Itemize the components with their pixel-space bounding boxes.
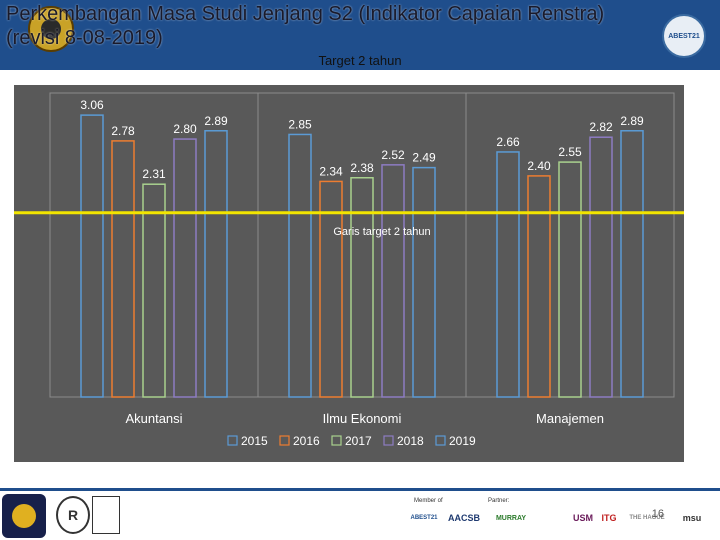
slide-header: Perkembangan Masa Studi Jenjang S2 (Indi… (0, 0, 720, 70)
footer-divider (0, 488, 720, 491)
legend-entry: 2016 (293, 434, 320, 448)
target-line-label: Garis target 2 tahun (333, 226, 430, 238)
member-label: Member of (414, 498, 443, 504)
bar-2015-akuntansi (80, 114, 104, 398)
abest21-badge-icon: ABEST21 (662, 14, 706, 58)
bar-2016-manajemen (527, 175, 551, 398)
category-label: Akuntansi (125, 411, 182, 426)
bar-2017-ilmu-ekonomi (350, 177, 374, 398)
legend-swatch (383, 435, 394, 446)
bar-2017-akuntansi (142, 183, 166, 398)
bar-2015-manajemen (496, 151, 520, 398)
bar-2017-manajemen (558, 161, 582, 398)
legend-swatch (435, 435, 446, 446)
slide-footer: R Member of Partner: ABEST21 AACSB MURRA… (0, 488, 720, 540)
legend-entry: 2015 (241, 434, 268, 448)
ub-logo-icon (2, 494, 46, 538)
partner-logo-abest21: ABEST21 (410, 515, 438, 521)
partner-label: Partner: (488, 498, 510, 504)
data-label: 2.49 (412, 151, 436, 165)
partner-logo-itg: ITG (601, 513, 617, 523)
bar-2019-manajemen (620, 130, 644, 398)
bar-2018-manajemen (589, 136, 613, 398)
slide-title: Perkembangan Masa Studi Jenjang S2 (Indi… (6, 3, 605, 49)
category-label: Manajemen (536, 411, 604, 426)
bar-2019-ilmu-ekonomi (412, 166, 436, 398)
legend-swatch (331, 435, 342, 446)
legend-swatch (227, 435, 238, 446)
partner-logo-the-hague: THE HAGUE (629, 515, 665, 521)
data-label: 3.06 (80, 98, 104, 112)
university-seal-icon (28, 6, 74, 52)
data-label: 2.34 (319, 164, 343, 178)
bar-2016-akuntansi (111, 140, 135, 398)
data-label: 2.82 (589, 120, 613, 134)
data-label: 2.38 (350, 161, 374, 175)
bar-2019-akuntansi (204, 130, 228, 398)
partner-logo-msu: msu (682, 513, 702, 523)
partner-logo-usm: USM (573, 513, 593, 523)
partner-logo-murray: MURRAY (495, 514, 527, 522)
data-label: 2.40 (527, 159, 551, 173)
bar-2018-ilmu-ekonomi (381, 164, 405, 398)
legend-entry: 2019 (449, 434, 476, 448)
data-label: 2.55 (558, 145, 582, 159)
partner-logo-aacsb: AACSB (447, 513, 480, 523)
bar-2015-ilmu-ekonomi (288, 133, 312, 398)
legend-entry: 2018 (397, 434, 424, 448)
data-label: 2.80 (173, 122, 197, 136)
data-label: 2.85 (288, 117, 312, 131)
data-label: 2.66 (496, 135, 520, 149)
chart-area: 3.06 2.78 2.31 2.80 2.89 Akuntansi 2.85 2.34 2.3… (14, 85, 684, 462)
bar-chart: 3.06 2.78 2.31 2.80 2.89 Akuntansi 2.85 2.34 2.3… (14, 92, 684, 448)
data-label: 2.89 (204, 114, 228, 128)
slide-subtitle: Target 2 tahun (318, 53, 402, 68)
bar-2016-ilmu-ekonomi (319, 180, 343, 398)
iso-certification-icon: R (56, 496, 90, 534)
legend-entry: 2017 (345, 434, 372, 448)
ukas-certificate-icon (92, 496, 120, 534)
data-label: 2.78 (111, 124, 135, 138)
data-label: 2.89 (620, 114, 644, 128)
page-number: 16 (651, 508, 664, 520)
data-label: 2.31 (142, 167, 166, 181)
data-label: 2.52 (381, 148, 405, 162)
bar-2018-akuntansi (173, 138, 197, 398)
legend-swatch (279, 435, 290, 446)
category-label: Ilmu Ekonomi (323, 411, 402, 426)
